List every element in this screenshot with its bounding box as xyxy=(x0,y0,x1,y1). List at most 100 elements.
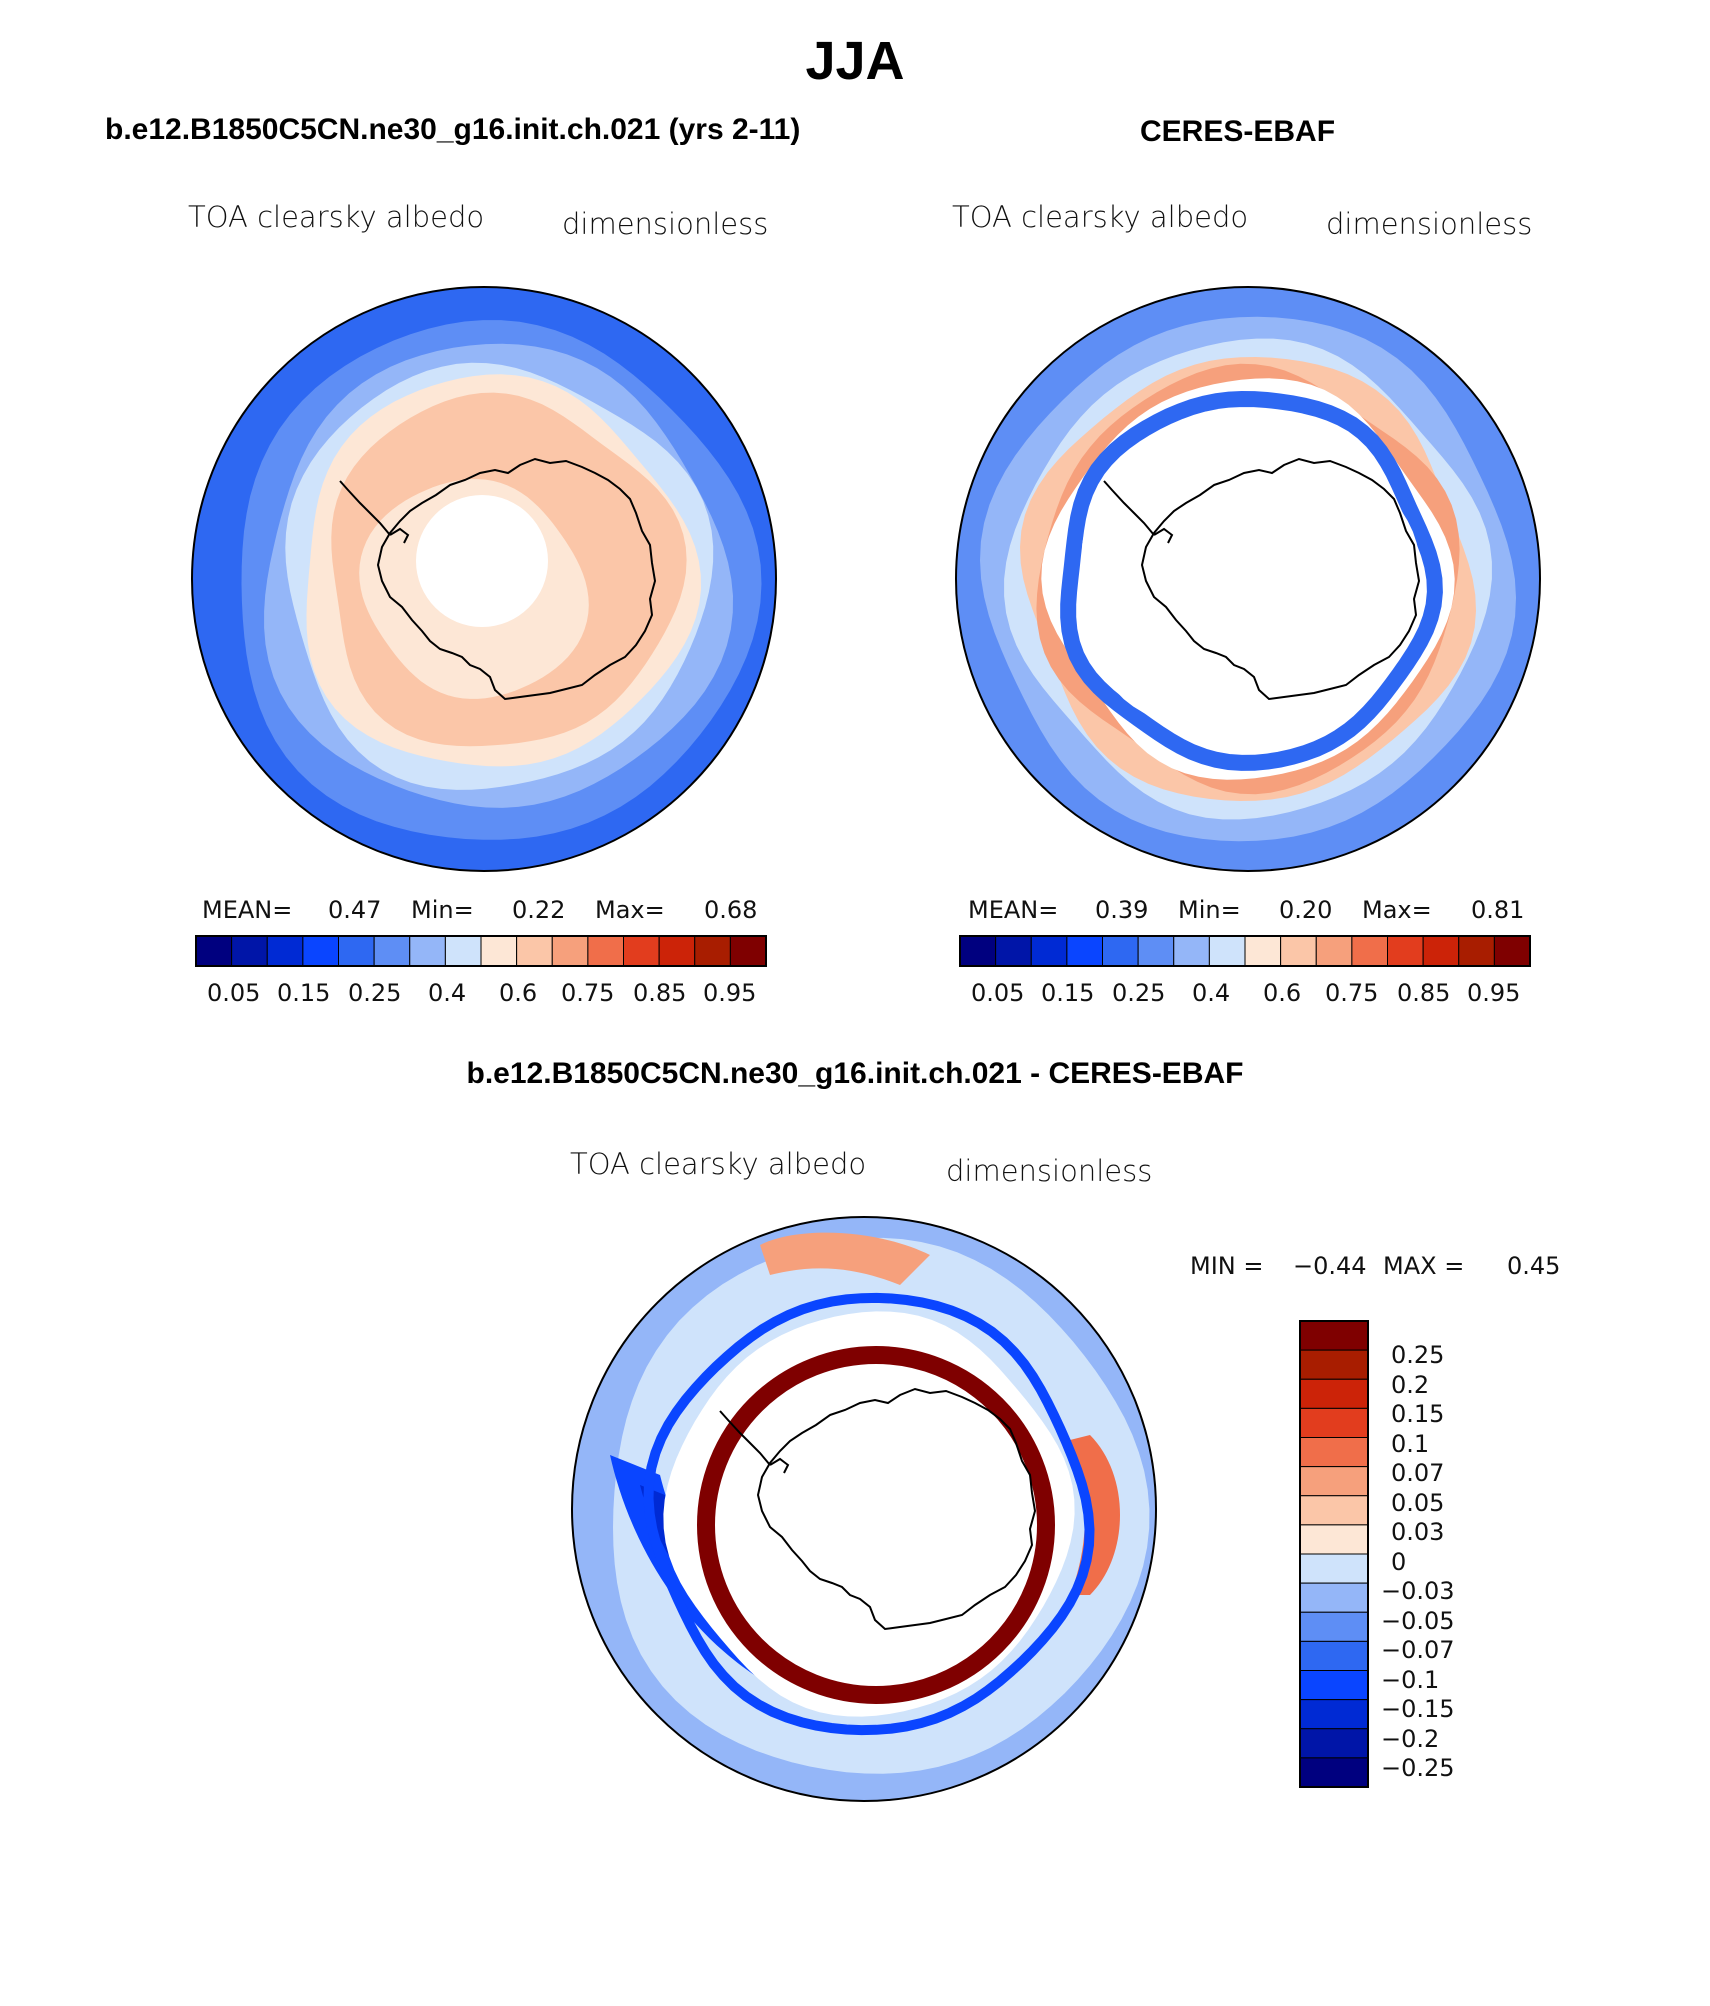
colorbar-swatch xyxy=(1299,1582,1369,1613)
diff-cbar-tick: −0.25 xyxy=(1381,1754,1455,1782)
colorbar-swatch xyxy=(516,935,553,967)
colorbar-swatch xyxy=(1299,1553,1369,1584)
antarctica-coastline xyxy=(376,457,657,701)
diff-min-value: −0.44 xyxy=(1293,1252,1367,1280)
colorbar-swatch xyxy=(623,935,660,967)
diff-colorbar xyxy=(1299,1320,1369,1788)
diff-cbar-tick: −0.05 xyxy=(1381,1607,1455,1635)
diff-cbar-tick: 0.2 xyxy=(1391,1371,1430,1399)
model-min-value: 0.22 xyxy=(512,896,566,924)
diff-variable-label: TOA clearsky albedo xyxy=(570,1147,867,1181)
model-cbar-tick: 0.4 xyxy=(428,979,467,1007)
colorbar-swatch xyxy=(1299,1407,1369,1439)
obs-panel-title: CERES-EBAF xyxy=(1140,115,1336,148)
obs-min-value: 0.20 xyxy=(1279,896,1333,924)
colorbar-swatch xyxy=(480,935,518,967)
missing-data xyxy=(716,1365,1036,1685)
colorbar-swatch xyxy=(1315,935,1353,967)
colorbar-swatch xyxy=(1458,935,1495,967)
colorbar-swatch xyxy=(1299,1728,1369,1759)
colorbar-frame xyxy=(959,935,1531,967)
contour-band xyxy=(643,1292,1095,1736)
colorbar-swatch xyxy=(1422,935,1460,967)
colorbar-swatch xyxy=(995,935,1032,967)
diff-cbar-tick: 0.03 xyxy=(1391,1518,1445,1546)
model-max-label: Max= xyxy=(595,896,665,924)
colorbar-swatch xyxy=(1299,1524,1369,1555)
missing-data xyxy=(1081,410,1420,749)
diff-min-label: MIN = xyxy=(1190,1252,1264,1280)
contour-band xyxy=(697,1346,1055,1704)
diff-cbar-tick: 0.05 xyxy=(1391,1489,1445,1517)
contour-band xyxy=(1060,390,1443,771)
diff-units-label: dimensionless xyxy=(946,1154,1153,1188)
diff-max-value: 0.45 xyxy=(1507,1252,1561,1280)
model-max-value: 0.68 xyxy=(704,896,758,924)
obs-mean-value: 0.39 xyxy=(1095,896,1149,924)
colorbar-swatch xyxy=(444,935,482,967)
colorbar-swatch xyxy=(658,935,696,967)
diff-cbar-tick: −0.2 xyxy=(1381,1725,1440,1753)
obs-units-label: dimensionless xyxy=(1326,207,1533,241)
model-cbar-tick: 0.85 xyxy=(633,979,687,1007)
model-mean-value: 0.47 xyxy=(328,896,382,924)
model-units-label: dimensionless xyxy=(562,207,769,241)
diff-cbar-tick: 0.07 xyxy=(1391,1459,1445,1487)
colorbar-swatch xyxy=(1299,1699,1369,1730)
colorbar-swatch xyxy=(409,935,446,967)
model-cbar-tick: 0.25 xyxy=(348,979,402,1007)
colorbar-swatch xyxy=(1493,935,1531,967)
map-field xyxy=(192,287,776,871)
colorbar-swatch xyxy=(231,935,268,967)
peninsula-coastline xyxy=(1103,480,1174,544)
model-polar-map xyxy=(191,286,777,872)
obs-cbar-tick: 0.95 xyxy=(1467,979,1521,1007)
diff-cbar-tick: 0.1 xyxy=(1391,1430,1430,1458)
obs-mean-label: MEAN= xyxy=(968,896,1059,924)
obs-cbar-tick: 0.85 xyxy=(1397,979,1451,1007)
colorbar-swatch xyxy=(266,935,304,967)
diff-cbar-tick: −0.15 xyxy=(1381,1695,1455,1723)
colorbar-swatch xyxy=(1299,1349,1369,1380)
obs-cbar-tick: 0.75 xyxy=(1325,979,1379,1007)
colorbar-swatch xyxy=(1299,1670,1369,1701)
colorbar-swatch xyxy=(1137,935,1175,967)
obs-cbar-tick: 0.4 xyxy=(1192,979,1231,1007)
model-panel-title: b.e12.B1850C5CN.ne30_g16.init.ch.021 (yr… xyxy=(105,113,801,146)
map-field xyxy=(572,1217,1156,1801)
colorbar-swatch xyxy=(587,935,625,967)
colorbar-swatch xyxy=(373,935,411,967)
colorbar-swatch xyxy=(1244,935,1282,967)
obs-colorbar xyxy=(959,935,1531,967)
model-mean-label: MEAN= xyxy=(202,896,293,924)
colorbar-swatch xyxy=(1299,1757,1369,1788)
diff-cbar-tick: 0.15 xyxy=(1391,1400,1445,1428)
diff-cbar-tick: −0.1 xyxy=(1381,1666,1440,1694)
model-cbar-tick: 0.95 xyxy=(703,979,757,1007)
diff-cbar-tick: 0.25 xyxy=(1391,1341,1445,1369)
obs-variable-label: TOA clearsky albedo xyxy=(952,200,1249,234)
colorbar-swatch xyxy=(1280,935,1317,967)
missing-data xyxy=(416,495,548,627)
obs-cbar-tick: 0.25 xyxy=(1112,979,1166,1007)
obs-max-value: 0.81 xyxy=(1471,896,1525,924)
peninsula-coastline xyxy=(719,1410,790,1474)
colorbar-swatch xyxy=(1102,935,1139,967)
colorbar-swatch xyxy=(302,935,340,967)
model-variable-label: TOA clearsky albedo xyxy=(188,200,485,234)
colorbar-swatch xyxy=(1299,1640,1369,1672)
colorbar-swatch xyxy=(1299,1611,1369,1642)
diff-cbar-tick: −0.07 xyxy=(1381,1636,1455,1664)
colorbar-swatch xyxy=(959,935,997,967)
obs-polar-map xyxy=(955,286,1541,872)
diff-cbar-tick: 0 xyxy=(1391,1548,1407,1576)
diff-max-label: MAX = xyxy=(1383,1252,1465,1280)
colorbar-swatch xyxy=(1299,1437,1369,1468)
colorbar-swatch xyxy=(338,935,375,967)
model-cbar-tick: 0.15 xyxy=(277,979,331,1007)
obs-cbar-tick: 0.05 xyxy=(971,979,1025,1007)
model-cbar-tick: 0.05 xyxy=(207,979,261,1007)
peninsula-coastline xyxy=(339,480,410,544)
colorbar-swatch xyxy=(1030,935,1068,967)
model-cbar-tick: 0.6 xyxy=(499,979,538,1007)
